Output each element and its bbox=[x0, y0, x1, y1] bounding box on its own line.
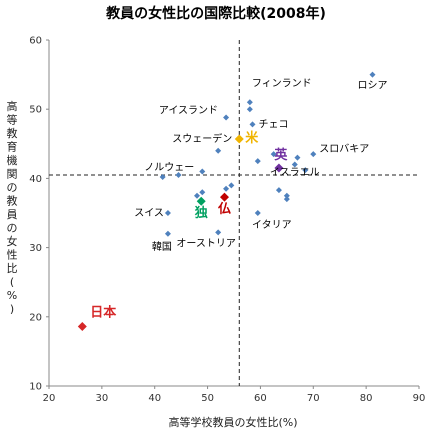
x-tick-label: 40 bbox=[148, 393, 161, 404]
point-label: ノルウェー bbox=[144, 161, 194, 173]
y-axis-label-char: 教 bbox=[7, 195, 18, 208]
data-point bbox=[291, 161, 298, 168]
reference-lines bbox=[49, 40, 419, 386]
y-tick-label: 40 bbox=[29, 174, 42, 185]
point-label: フィンランド bbox=[252, 77, 312, 89]
x-tick-label: 80 bbox=[360, 393, 373, 404]
x-tick-label: 50 bbox=[201, 393, 214, 404]
point-label: オーストリア bbox=[176, 237, 236, 249]
y-tick-label: 10 bbox=[29, 382, 42, 393]
y-axis-label-char: 員 bbox=[7, 208, 18, 221]
y-axis-label-char: 高 bbox=[7, 99, 18, 113]
y-axis-label-char: の bbox=[7, 181, 18, 194]
point-label: ロシア bbox=[357, 81, 387, 92]
y-axis-label-char: ( bbox=[10, 276, 14, 289]
x-tick-label: 30 bbox=[95, 393, 108, 404]
data-point bbox=[302, 167, 309, 174]
y-axis-label-char: 女 bbox=[7, 234, 18, 248]
point-label: スロバキア bbox=[319, 143, 369, 155]
axes bbox=[48, 40, 419, 387]
data-point bbox=[199, 168, 206, 175]
x-tick-label: 90 bbox=[413, 393, 426, 404]
highlight-point bbox=[274, 163, 284, 173]
y-axis-label-char: 比 bbox=[7, 262, 18, 275]
y-axis-label-char: 機 bbox=[7, 153, 18, 167]
data-point bbox=[175, 171, 182, 178]
data-point bbox=[228, 182, 235, 189]
x-tick-label: 60 bbox=[254, 393, 267, 404]
highlight-point bbox=[219, 192, 229, 202]
y-axis-label: 高等教育機関の教員の女性比(%) bbox=[7, 99, 18, 316]
data-point bbox=[215, 147, 222, 154]
data-point bbox=[249, 121, 256, 128]
y-tick-label: 30 bbox=[29, 243, 42, 254]
y-tick-label: 50 bbox=[29, 105, 42, 116]
x-tick-label: 20 bbox=[43, 393, 56, 404]
data-point bbox=[270, 151, 277, 158]
y-axis-label-char: ) bbox=[10, 303, 14, 316]
highlight-label: 米 bbox=[245, 130, 259, 146]
highlight-point bbox=[196, 196, 206, 206]
data-point bbox=[310, 151, 317, 158]
highlight-label: 英 bbox=[273, 147, 288, 163]
x-tick-label: 70 bbox=[307, 393, 320, 404]
data-point bbox=[215, 229, 222, 236]
y-axis-label-char: % bbox=[7, 289, 17, 302]
data-point bbox=[254, 158, 261, 165]
point-label: チェコ bbox=[259, 118, 289, 130]
data-point bbox=[164, 210, 171, 216]
y-axis-label-char: 育 bbox=[7, 140, 18, 154]
data-point bbox=[275, 187, 282, 194]
data-point bbox=[194, 192, 200, 199]
y-axis-label-char: 関 bbox=[7, 168, 18, 181]
point-label: イスラエル bbox=[270, 167, 320, 179]
y-axis-label-char: 教 bbox=[7, 127, 18, 140]
data-points bbox=[77, 71, 376, 331]
data-point bbox=[283, 192, 290, 199]
data-point bbox=[199, 189, 206, 196]
data-point bbox=[223, 185, 230, 192]
point-label: スウェーデン bbox=[172, 132, 232, 145]
data-point bbox=[294, 154, 301, 161]
y-tick-label: 60 bbox=[29, 36, 42, 47]
data-point bbox=[369, 71, 376, 78]
data-point bbox=[254, 210, 261, 216]
data-point bbox=[283, 196, 290, 203]
highlight-label: 日本 bbox=[90, 304, 116, 320]
highlight-point bbox=[77, 321, 87, 331]
data-point bbox=[223, 114, 230, 121]
point-label: イタリア bbox=[252, 219, 292, 231]
data-point bbox=[159, 174, 166, 181]
point-label: スイス bbox=[134, 208, 164, 219]
highlight-label: 独 bbox=[195, 205, 208, 221]
point-label: 韓国 bbox=[152, 241, 172, 253]
point-label: アイスランド bbox=[159, 105, 218, 117]
y-tick-label: 20 bbox=[29, 312, 42, 323]
y-axis-label-char: 等 bbox=[7, 113, 18, 127]
data-point bbox=[164, 230, 171, 237]
y-axis-label-char: 性 bbox=[7, 248, 18, 262]
data-point bbox=[246, 99, 253, 106]
chart-title: 教員の女性比の国際比較(2008年) bbox=[106, 5, 326, 22]
data-point bbox=[246, 106, 253, 113]
highlight-point bbox=[234, 134, 244, 144]
x-axis-label: 高等学校教員の女性比(%) bbox=[168, 415, 297, 429]
highlight-label: 仏 bbox=[218, 202, 231, 217]
y-axis-label-char: の bbox=[7, 222, 18, 235]
